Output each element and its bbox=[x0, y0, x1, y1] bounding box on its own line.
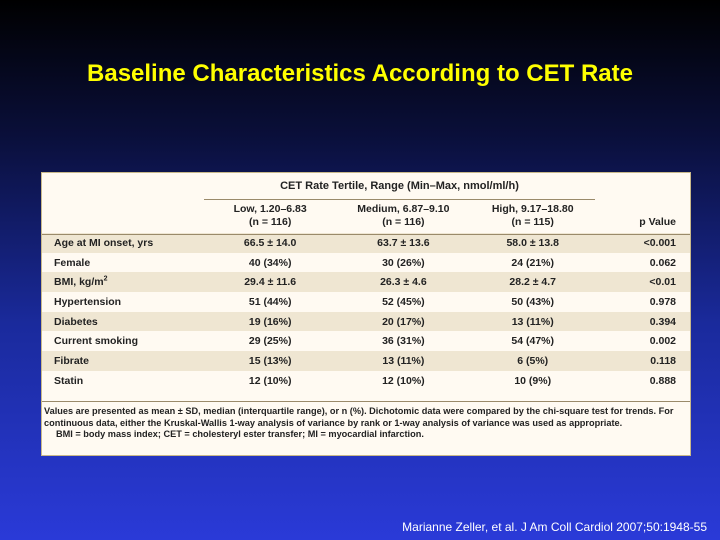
cell-high: 24 (21%) bbox=[511, 256, 555, 269]
cell-high: 50 (43%) bbox=[511, 295, 555, 308]
cell-low: 19 (16%) bbox=[248, 315, 292, 328]
cell-low: 15 (13%) bbox=[248, 354, 292, 367]
cell-medium: 52 (45%) bbox=[382, 295, 425, 308]
cell-high: 13 (11%) bbox=[511, 315, 554, 328]
cell-low: 66.5 ± 14.0 bbox=[243, 236, 297, 249]
tertile-group-header: CET Rate Tertile, Range (Min–Max, nmol/m… bbox=[203, 173, 596, 200]
row-label: Female bbox=[54, 256, 91, 269]
column-header-p-value: p Value bbox=[639, 216, 676, 228]
cell-p-value: 0.394 bbox=[649, 315, 676, 328]
table-row: Statin 12 (10%) 12 (10%) 10 (9%) 0.888 bbox=[42, 371, 690, 391]
table-bottom-divider bbox=[42, 401, 690, 402]
table-row: Fibrate 15 (13%) 13 (11%) 6 (5%) 0.118 bbox=[42, 351, 690, 371]
cell-medium: 26.3 ± 4.6 bbox=[380, 276, 427, 289]
cell-low: 29 (25%) bbox=[248, 335, 292, 348]
cell-medium: 20 (17%) bbox=[382, 315, 425, 328]
row-label: Statin bbox=[54, 374, 84, 387]
cell-p-value: <0.01 bbox=[649, 276, 676, 289]
cell-low: 29.4 ± 11.6 bbox=[244, 276, 297, 289]
column-header-medium-n: (n = 116) bbox=[382, 216, 425, 229]
cell-medium: 30 (26%) bbox=[382, 256, 425, 269]
row-label: Age at MI onset, yrs bbox=[54, 236, 154, 249]
header-divider bbox=[42, 234, 690, 235]
table-row: Diabetes 19 (16%) 20 (17%) 13 (11%) 0.39… bbox=[42, 311, 690, 332]
column-header-medium: Medium, 6.87–9.10 (n = 116) bbox=[337, 199, 470, 233]
table-group-header-row: CET Rate Tertile, Range (Min–Max, nmol/m… bbox=[42, 173, 690, 200]
cell-high: 58.0 ± 13.8 bbox=[506, 236, 559, 249]
cell-low: 12 (10%) bbox=[248, 374, 292, 387]
row-label-superscript: 2 bbox=[103, 275, 108, 283]
citation: Marianne Zeller, et al. J Am Coll Cardio… bbox=[402, 520, 707, 534]
slide-title: Baseline Characteristics According to CE… bbox=[87, 60, 633, 87]
footnote-methods: Values are presented as mean ± SD, media… bbox=[44, 406, 674, 428]
row-label: Fibrate bbox=[54, 354, 90, 367]
column-header-high: High, 9.17–18.80 (n = 115) bbox=[470, 199, 595, 233]
column-header-low-range: Low, 1.20–6.83 bbox=[233, 203, 307, 216]
cell-p-value: 0.118 bbox=[650, 354, 676, 367]
cell-p-value: 0.062 bbox=[649, 256, 676, 269]
cell-high: 28.2 ± 4.7 bbox=[509, 276, 557, 289]
cell-medium: 13 (11%) bbox=[382, 354, 425, 367]
column-header-medium-range: Medium, 6.87–9.10 bbox=[357, 203, 450, 216]
row-label-text: BMI, kg/m bbox=[54, 276, 104, 289]
cell-p-value: <0.001 bbox=[643, 236, 676, 249]
table-row: Female 40 (34%) 30 (26%) 24 (21%) 0.062 bbox=[42, 253, 690, 273]
table-row: Hypertension 51 (44%) 52 (45%) 50 (43%) … bbox=[42, 292, 690, 312]
column-header-high-n: (n = 115) bbox=[511, 216, 554, 229]
cell-medium: 36 (31%) bbox=[382, 335, 425, 348]
cell-medium: 63.7 ± 13.6 bbox=[377, 236, 430, 249]
cell-p-value: 0.978 bbox=[649, 295, 676, 308]
cell-high: 10 (9%) bbox=[514, 374, 552, 387]
row-label: Diabetes bbox=[54, 315, 98, 328]
cell-low: 40 (34%) bbox=[248, 256, 292, 269]
cell-p-value: 0.002 bbox=[649, 335, 676, 348]
footnote-abbreviations: BMI = body mass index; CET = cholesteryl… bbox=[56, 429, 424, 440]
table-row: Age at MI onset, yrs 66.5 ± 14.0 63.7 ± … bbox=[42, 233, 690, 253]
characteristics-table-panel: CET Rate Tertile, Range (Min–Max, nmol/m… bbox=[41, 172, 691, 456]
row-label: Current smoking bbox=[54, 335, 139, 348]
table-footnote: Values are presented as mean ± SD, media… bbox=[44, 406, 688, 441]
column-header-low-n: (n = 116) bbox=[249, 216, 292, 229]
cell-high: 6 (5%) bbox=[517, 354, 549, 367]
cell-low: 51 (44%) bbox=[248, 295, 292, 308]
cell-medium: 12 (10%) bbox=[382, 374, 425, 387]
row-label: Hypertension bbox=[54, 295, 122, 308]
table-column-header-row: Low, 1.20–6.83 (n = 116) Medium, 6.87–9.… bbox=[42, 199, 690, 233]
table-row: BMI, kg/m2 29.4 ± 11.6 26.3 ± 4.6 28.2 ±… bbox=[42, 272, 690, 293]
cell-high: 54 (47%) bbox=[511, 335, 555, 348]
column-header-low: Low, 1.20–6.83 (n = 116) bbox=[204, 199, 337, 233]
table-row: Current smoking 29 (25%) 36 (31%) 54 (47… bbox=[42, 331, 690, 351]
characteristics-table: CET Rate Tertile, Range (Min–Max, nmol/m… bbox=[42, 173, 690, 391]
row-label: BMI, kg/m2 bbox=[42, 272, 204, 292]
cell-p-value: 0.888 bbox=[649, 374, 676, 387]
column-header-high-range: High, 9.17–18.80 bbox=[491, 203, 574, 216]
